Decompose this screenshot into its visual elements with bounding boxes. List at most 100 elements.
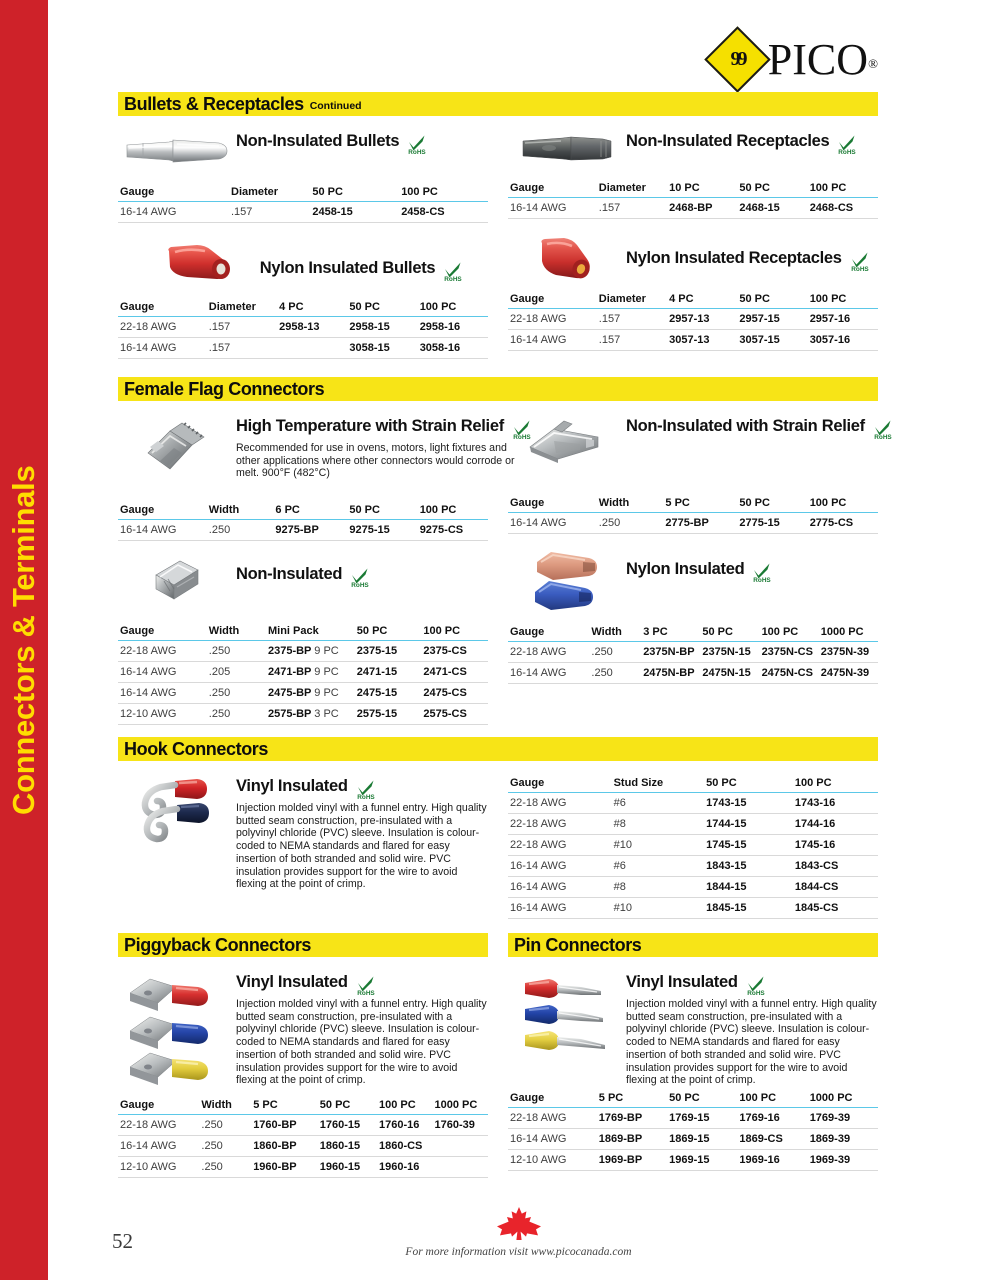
cell-diameter: .157: [206, 316, 278, 338]
section-title: Piggyback Connectors: [124, 934, 312, 955]
table-piggyback-vinyl-insulated: Gauge Width 5 PC 50 PC 100 PC 1000 PC 22…: [118, 1097, 488, 1178]
cell-part-number: 2471-CS: [421, 661, 488, 684]
cell-part-number: 1960-15: [317, 1156, 377, 1178]
cell-part-number: 2375N-BP: [641, 641, 701, 663]
table-header-row: Gauge Width 6 PC 50 PC 100 PC: [118, 502, 488, 521]
col-50pc: 50 PC: [737, 291, 808, 309]
product-info: Non-Insulated Receptacles RoHS: [626, 130, 878, 155]
product-info: Vinyl Insulated RoHS Injection molded vi…: [626, 971, 878, 1087]
col-mini-pack: Mini Pack: [265, 623, 355, 642]
mini-pack-pn: 2475-BP: [267, 687, 312, 700]
cell-diameter: .157: [206, 337, 278, 359]
col-diameter: Diameter: [229, 184, 311, 202]
svg-text:RoHS: RoHS: [851, 266, 869, 272]
cell-part-number: 1969-39: [807, 1149, 878, 1171]
product-description: Injection molded vinyl with a funnel ent…: [626, 998, 877, 1087]
table-nylon-insulated-receptacles: Gauge Diameter 4 PC 50 PC 100 PC 22-18 A…: [508, 291, 878, 351]
cell-gauge: 16-14 AWG: [508, 876, 612, 898]
svg-text:RoHS: RoHS: [513, 434, 531, 440]
cell-width: .250: [206, 703, 266, 726]
product-title: Vinyl Insulated: [626, 973, 738, 991]
category-side-tab: Connectors & Terminals: [0, 0, 48, 1280]
cell-width: .205: [206, 661, 266, 684]
non-insulated-flag-connector-photo: [118, 551, 236, 609]
rohs-icon: RoHS: [355, 974, 377, 996]
cell-part-number: 9275-BP: [273, 519, 348, 542]
col-100pc: 100 PC: [792, 775, 878, 793]
col-10pc: 10 PC: [667, 180, 738, 198]
cell-gauge: 16-14 AWG: [508, 512, 597, 534]
non-insulated-strain-relief-flag-photo: [508, 415, 626, 467]
high-temperature-flag-connector-photo: [118, 415, 236, 479]
table-row: 16-14 AWG .157 2458-15 2458-CS: [118, 201, 488, 223]
col-gauge: Gauge: [118, 1097, 200, 1115]
table-flag-non-insulated-strain-relief: Gauge Width 5 PC 50 PC 100 PC 16-14 AWG …: [508, 495, 878, 534]
cell-part-number: 2475N-15: [700, 662, 760, 684]
nylon-insulated-flag-connector-photo: [508, 544, 626, 620]
table-row: 22-18 AWG .157 2958-13 2958-15 2958-16: [118, 316, 488, 338]
cell-part-number: 2375N-15: [700, 641, 760, 663]
table-row: 22-18 AWG .250 2375N-BP 2375N-15 2375N-C…: [508, 641, 878, 663]
cell-gauge: 12-10 AWG: [118, 1156, 200, 1178]
table-non-insulated-receptacles: Gauge Diameter 10 PC 50 PC 100 PC 16-14 …: [508, 180, 878, 219]
product-pin-vinyl-insulated: Vinyl Insulated RoHS Injection molded vi…: [508, 971, 878, 1087]
cell-part-number: 2775-15: [737, 512, 808, 534]
table-header-row: Gauge Width Mini Pack 50 PC 100 PC: [118, 623, 488, 642]
table-flag-nylon-insulated: Gauge Width 3 PC 50 PC 100 PC 1000 PC 22…: [508, 624, 878, 684]
col-5pc: 5 PC: [596, 1089, 668, 1108]
col-100pc: 100 PC: [807, 180, 878, 198]
cell-part-number: 1843-CS: [792, 855, 878, 877]
col-gauge: Gauge: [118, 184, 229, 202]
registered-trademark-icon: ®: [868, 55, 878, 71]
col-width: Width: [596, 495, 664, 513]
section-header-female-flag-connectors: Female Flag Connectors: [118, 377, 878, 401]
table-row: 22-18 AWG .157 2957-13 2957-15 2957-16: [508, 308, 878, 330]
col-5pc: 5 PC: [663, 495, 738, 513]
column-left-hook: Vinyl Insulated RoHS Injection molded vi…: [118, 775, 488, 919]
col-100pc: 100 PC: [399, 184, 488, 202]
col-5pc: 5 PC: [251, 1097, 318, 1115]
cell-mini-pack: 2471-BP 9 PC: [265, 661, 355, 684]
mini-pack-qty: 9 PC: [314, 687, 339, 700]
col-4pc: 4 PC: [277, 299, 348, 317]
col-gauge: Gauge: [508, 775, 612, 793]
cell-width: .250: [206, 640, 266, 663]
cell-part-number: 2957-15: [737, 308, 808, 330]
cell-part-number: 3058-15: [347, 337, 418, 359]
cell-width: .250: [199, 1135, 252, 1157]
cell-part-number: 1844-15: [704, 876, 793, 898]
col-50pc: 50 PC: [354, 623, 422, 642]
cell-part-number: 2458-CS: [399, 201, 488, 223]
section-header-piggyback-connectors: Piggyback Connectors: [118, 933, 488, 957]
cell-part-number: 1869-BP: [596, 1128, 668, 1150]
cell-gauge: 22-18 AWG: [118, 316, 207, 338]
mini-pack-qty: 9 PC: [314, 666, 339, 679]
cell-width: .250: [589, 662, 642, 684]
page-footer: 52 For more information visit www.picoca…: [48, 1190, 989, 1280]
col-1000pc: 1000 PC: [807, 1089, 878, 1108]
col-1000pc: 1000 PC: [432, 1097, 488, 1115]
col-width: Width: [589, 624, 642, 642]
product-title: Non-Insulated: [236, 565, 343, 584]
col-6pc: 6 PC: [273, 502, 348, 521]
product-high-temp-strain-relief: High Temperature with Strain Relief RoHS…: [118, 415, 531, 480]
cell-part-number: [277, 337, 348, 359]
col-diameter: Diameter: [596, 291, 668, 309]
col-50pc: 50 PC: [704, 775, 793, 793]
col-gauge: Gauge: [118, 502, 207, 521]
cell-gauge: 16-14 AWG: [508, 329, 597, 351]
hook-connector-photo: [118, 775, 236, 851]
cell-part-number: 2958-16: [417, 316, 488, 338]
table-header-row: Gauge Diameter 4 PC 50 PC 100 PC: [508, 291, 878, 309]
col-gauge: Gauge: [508, 495, 597, 513]
svg-text:RoHS: RoHS: [357, 990, 375, 996]
cell-gauge: 16-14 AWG: [118, 519, 207, 542]
cell-width: .250: [199, 1114, 252, 1136]
table-row: 16-14 AWG #6 1843-15 1843-CS: [508, 855, 878, 877]
cell-gauge: 22-18 AWG: [118, 1114, 200, 1136]
product-title: High Temperature with Strain Relief: [236, 417, 504, 435]
cell-part-number: 3058-16: [417, 337, 488, 359]
table-header-row: Gauge Diameter 4 PC 50 PC 100 PC: [118, 299, 488, 317]
section-title: Pin Connectors: [514, 934, 642, 955]
table-row: 16-14 AWG .157 3058-15 3058-16: [118, 337, 488, 359]
